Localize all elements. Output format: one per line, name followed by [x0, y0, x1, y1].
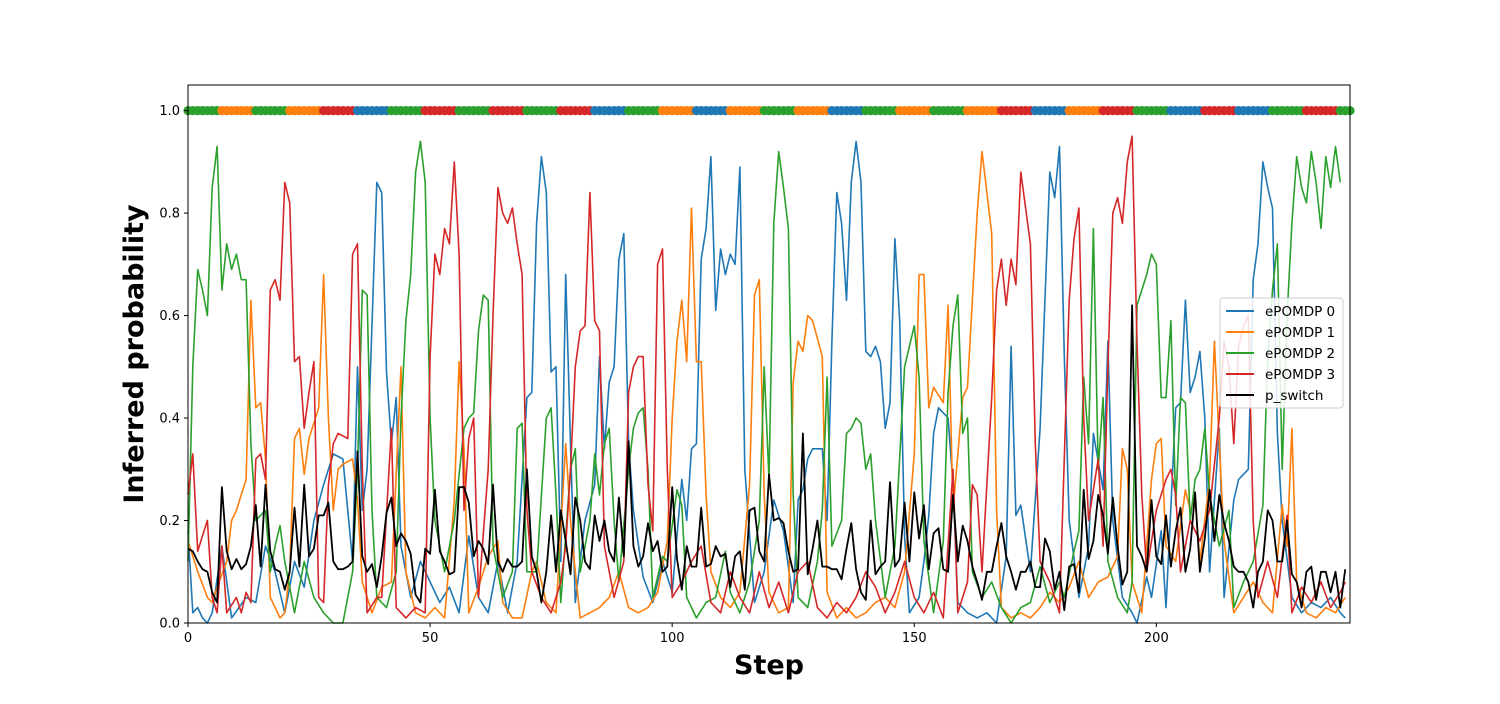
legend-label: p_switch	[1265, 388, 1323, 404]
x-tick-label: 150	[902, 631, 927, 646]
legend-label: ePOMDP 3	[1265, 367, 1335, 383]
y-axis: 0.0 0.2 0.4 0.6 0.8 1.0	[159, 104, 188, 632]
x-tick-label: 0	[184, 631, 192, 646]
y-axis-title: Inferred probability	[119, 204, 150, 504]
legend-label: ePOMDP 1	[1265, 325, 1335, 341]
series-line-epomdp-2	[187, 140, 1342, 624]
y-tick-label: 1.0	[159, 104, 180, 119]
legend: ePOMDP 0 ePOMDP 1 ePOMDP 2 ePOMDP 3 p_switch	[1219, 297, 1344, 409]
x-axis: 0 50 100 150 200	[184, 623, 1169, 646]
legend-label: ePOMDP 0	[1265, 304, 1335, 320]
legend-box	[1219, 297, 1344, 409]
x-tick-label: 100	[660, 631, 685, 646]
y-tick-label: 0.4	[159, 412, 180, 427]
y-tick-label: 0.6	[159, 309, 180, 324]
series-line-epomdp-0	[187, 140, 1346, 624]
y-tick-label: 0.8	[159, 207, 180, 222]
x-tick-label: 200	[1144, 631, 1169, 646]
y-tick-label: 0.2	[159, 514, 180, 529]
plot-frame	[187, 84, 1351, 624]
legend-label: ePOMDP 2	[1265, 346, 1335, 362]
active-model-markers	[183, 106, 1355, 116]
x-tick-label: 50	[422, 631, 439, 646]
series-line-p-switch	[187, 304, 1347, 612]
plot-content	[183, 106, 1355, 624]
series-line-epomdp-3	[187, 135, 1346, 619]
y-tick-label: 0.0	[159, 617, 180, 632]
series-line-epomdp-1	[187, 150, 1346, 619]
x-axis-title: Step	[734, 650, 804, 681]
